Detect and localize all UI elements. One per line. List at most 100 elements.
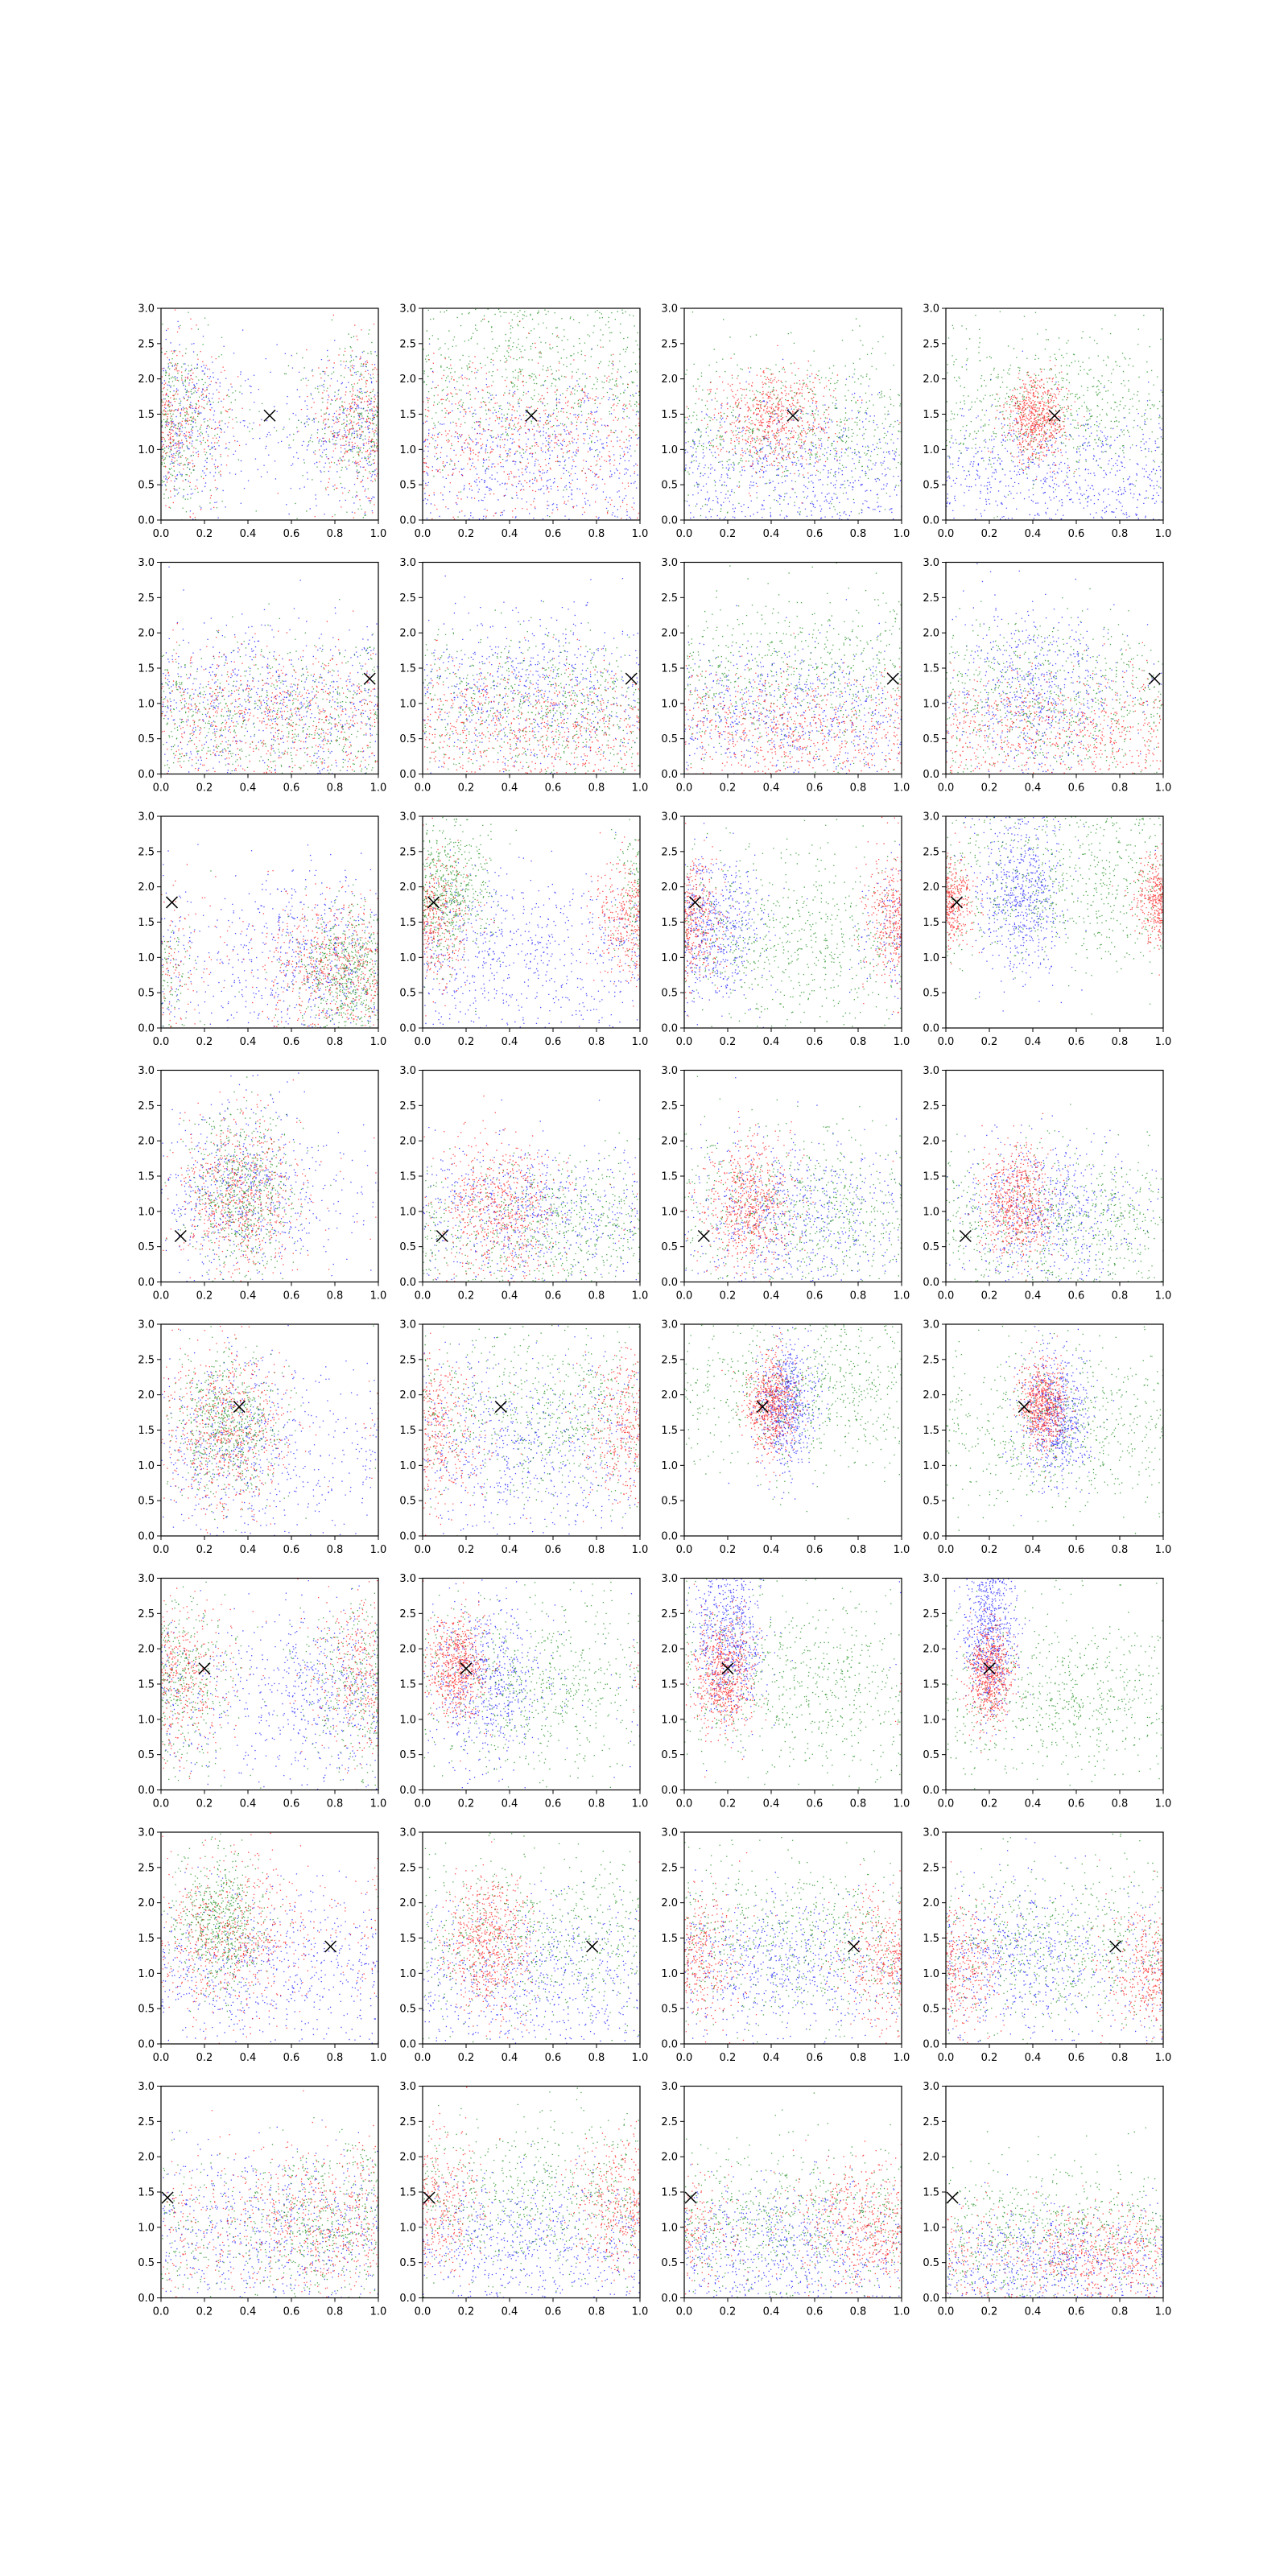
y-tick-label: 1.0 xyxy=(138,1206,155,1218)
scatter-panel-5-1: 0.0 0.2 0.4 0.6 0.8 1.00.00.51.01.52.02.53.0 xyxy=(138,1319,386,1557)
y-tick-label: 3.0 xyxy=(923,2081,939,2093)
y-tick-label: 2.0 xyxy=(661,628,678,640)
x-tick-label: 0.8 xyxy=(850,1290,867,1302)
x-tick-label: 0.2 xyxy=(196,1036,213,1048)
x-tick-label: 0.6 xyxy=(807,1544,824,1556)
y-tick-label: 2.0 xyxy=(923,1897,939,1909)
x-tick-label: 0.8 xyxy=(850,782,867,795)
y-tick-label: 3.0 xyxy=(923,1573,939,1585)
y-tick-label: 0.5 xyxy=(661,733,678,745)
y-tick-label: 3.0 xyxy=(138,1319,155,1331)
x-tick-label: 0.2 xyxy=(720,782,737,795)
y-tick-label: 0.5 xyxy=(923,2257,939,2269)
x-marker xyxy=(526,410,537,421)
y-tick-label: 3.0 xyxy=(138,1827,155,1839)
x-tick-label: 1.0 xyxy=(632,1798,649,1810)
scatter-panel-6-3: 0.0 0.2 0.4 0.6 0.8 1.00.00.51.01.52.02.53.0 xyxy=(661,1573,910,1810)
x-tick-label: 0.2 xyxy=(720,528,737,540)
y-tick-label: 2.5 xyxy=(399,2116,416,2128)
x-tick-label: 0.6 xyxy=(283,782,300,795)
x-tick-label: 0.4 xyxy=(502,782,518,795)
series-red-points xyxy=(427,1842,640,2039)
y-tick-label: 3.0 xyxy=(399,1319,416,1331)
x-tick-label: 0.0 xyxy=(415,528,431,540)
x-tick-label: 0.0 xyxy=(676,2052,693,2064)
scatter-points xyxy=(684,1076,902,1283)
series-blue-points xyxy=(423,576,639,774)
y-tick-label: 2.5 xyxy=(923,592,939,605)
y-tick-label: 2.0 xyxy=(661,2152,678,2164)
y-tick-label: 2.5 xyxy=(399,592,416,605)
x-tick-label: 0.8 xyxy=(588,1290,605,1302)
x-marker xyxy=(952,897,963,908)
y-tick-label: 0.5 xyxy=(138,480,155,492)
series-red-points xyxy=(946,827,1164,976)
x-tick-label: 0.2 xyxy=(981,2052,998,2064)
series-green-points xyxy=(947,2128,1165,2299)
y-tick-label: 0.0 xyxy=(923,1531,939,1543)
x-tick-label: 0.0 xyxy=(676,1544,693,1556)
y-tick-label: 2.5 xyxy=(661,1100,678,1113)
x-tick-label: 1.0 xyxy=(632,1290,649,1302)
series-green-points xyxy=(165,1076,332,1282)
scatter-points xyxy=(947,2128,1165,2299)
x-tick-label: 0.8 xyxy=(1112,1036,1129,1048)
x-tick-label: 0.0 xyxy=(676,782,693,795)
x-tick-label: 0.2 xyxy=(196,1798,213,1810)
y-tick-label: 1.0 xyxy=(923,444,939,456)
series-blue-points xyxy=(946,351,1163,521)
scatter-panel-3-3: 0.0 0.2 0.4 0.6 0.8 1.00.00.51.01.52.02.53.0 xyxy=(661,811,910,1049)
y-tick-label: 2.0 xyxy=(923,374,939,386)
y-tick-label: 2.0 xyxy=(138,1897,155,1909)
y-tick-label: 1.0 xyxy=(138,698,155,710)
series-green-points xyxy=(947,1326,1164,1534)
y-tick-label: 2.0 xyxy=(399,1644,416,1656)
y-tick-label: 0.0 xyxy=(923,515,939,527)
y-tick-label: 0.5 xyxy=(138,2257,155,2269)
series-green-points xyxy=(163,1834,378,2018)
x-tick-label: 0.2 xyxy=(458,2306,475,2318)
x-tick-label: 0.2 xyxy=(458,1544,475,1556)
y-tick-label: 2.0 xyxy=(661,881,678,894)
y-tick-label: 2.5 xyxy=(399,1862,416,1874)
x-tick-label: 0.2 xyxy=(981,1544,998,1556)
x-marker xyxy=(495,1402,506,1413)
series-red-points xyxy=(988,360,1084,485)
y-tick-label: 2.5 xyxy=(661,2116,678,2128)
scatter-panel-7-2: 0.0 0.2 0.4 0.6 0.8 1.00.00.51.01.52.02.53.0 xyxy=(399,1827,648,2065)
x-tick-label: 0.4 xyxy=(763,1798,780,1810)
series-red-points xyxy=(423,319,641,521)
y-tick-label: 0.0 xyxy=(661,1023,678,1035)
x-tick-label: 0.4 xyxy=(763,2052,780,2064)
y-tick-label: 2.0 xyxy=(138,628,155,640)
x-tick-label: 0.6 xyxy=(283,2306,300,2318)
axes-frame xyxy=(684,2087,902,2298)
x-tick-label: 0.8 xyxy=(1112,528,1129,540)
x-tick-label: 0.8 xyxy=(327,2306,344,2318)
y-tick-label: 1.5 xyxy=(138,1679,155,1691)
y-tick-label: 2.5 xyxy=(138,1608,155,1620)
x-tick-label: 0.0 xyxy=(938,1798,955,1810)
scatter-points xyxy=(161,1072,379,1282)
series-blue-points xyxy=(161,321,379,520)
x-tick-label: 0.4 xyxy=(1025,2306,1042,2318)
y-tick-label: 3.0 xyxy=(138,557,155,569)
y-tick-label: 3.0 xyxy=(923,1319,939,1331)
scatter-points xyxy=(684,1324,902,1519)
x-tick-label: 0.4 xyxy=(1025,2052,1042,2064)
y-tick-label: 2.0 xyxy=(138,881,155,894)
x-tick-label: 0.4 xyxy=(502,1798,518,1810)
x-tick-label: 1.0 xyxy=(632,1036,649,1048)
x-tick-label: 0.0 xyxy=(415,1544,431,1556)
x-tick-label: 0.6 xyxy=(807,528,824,540)
x-tick-label: 0.0 xyxy=(938,2306,955,2318)
x-tick-label: 0.6 xyxy=(807,1036,824,1048)
scatter-panel-1-4: 0.0 0.2 0.4 0.6 0.8 1.00.00.51.01.52.02.53.0 xyxy=(923,303,1171,541)
y-tick-label: 1.0 xyxy=(399,2222,416,2234)
axes-frame xyxy=(423,2087,640,2298)
scatter-panel-1-3: 0.0 0.2 0.4 0.6 0.8 1.00.00.51.01.52.02.53.0 xyxy=(661,303,910,541)
y-tick-label: 1.0 xyxy=(399,698,416,710)
y-tick-label: 2.0 xyxy=(399,1136,416,1148)
series-blue-points xyxy=(161,1867,379,2044)
x-tick-label: 0.2 xyxy=(720,2306,737,2318)
